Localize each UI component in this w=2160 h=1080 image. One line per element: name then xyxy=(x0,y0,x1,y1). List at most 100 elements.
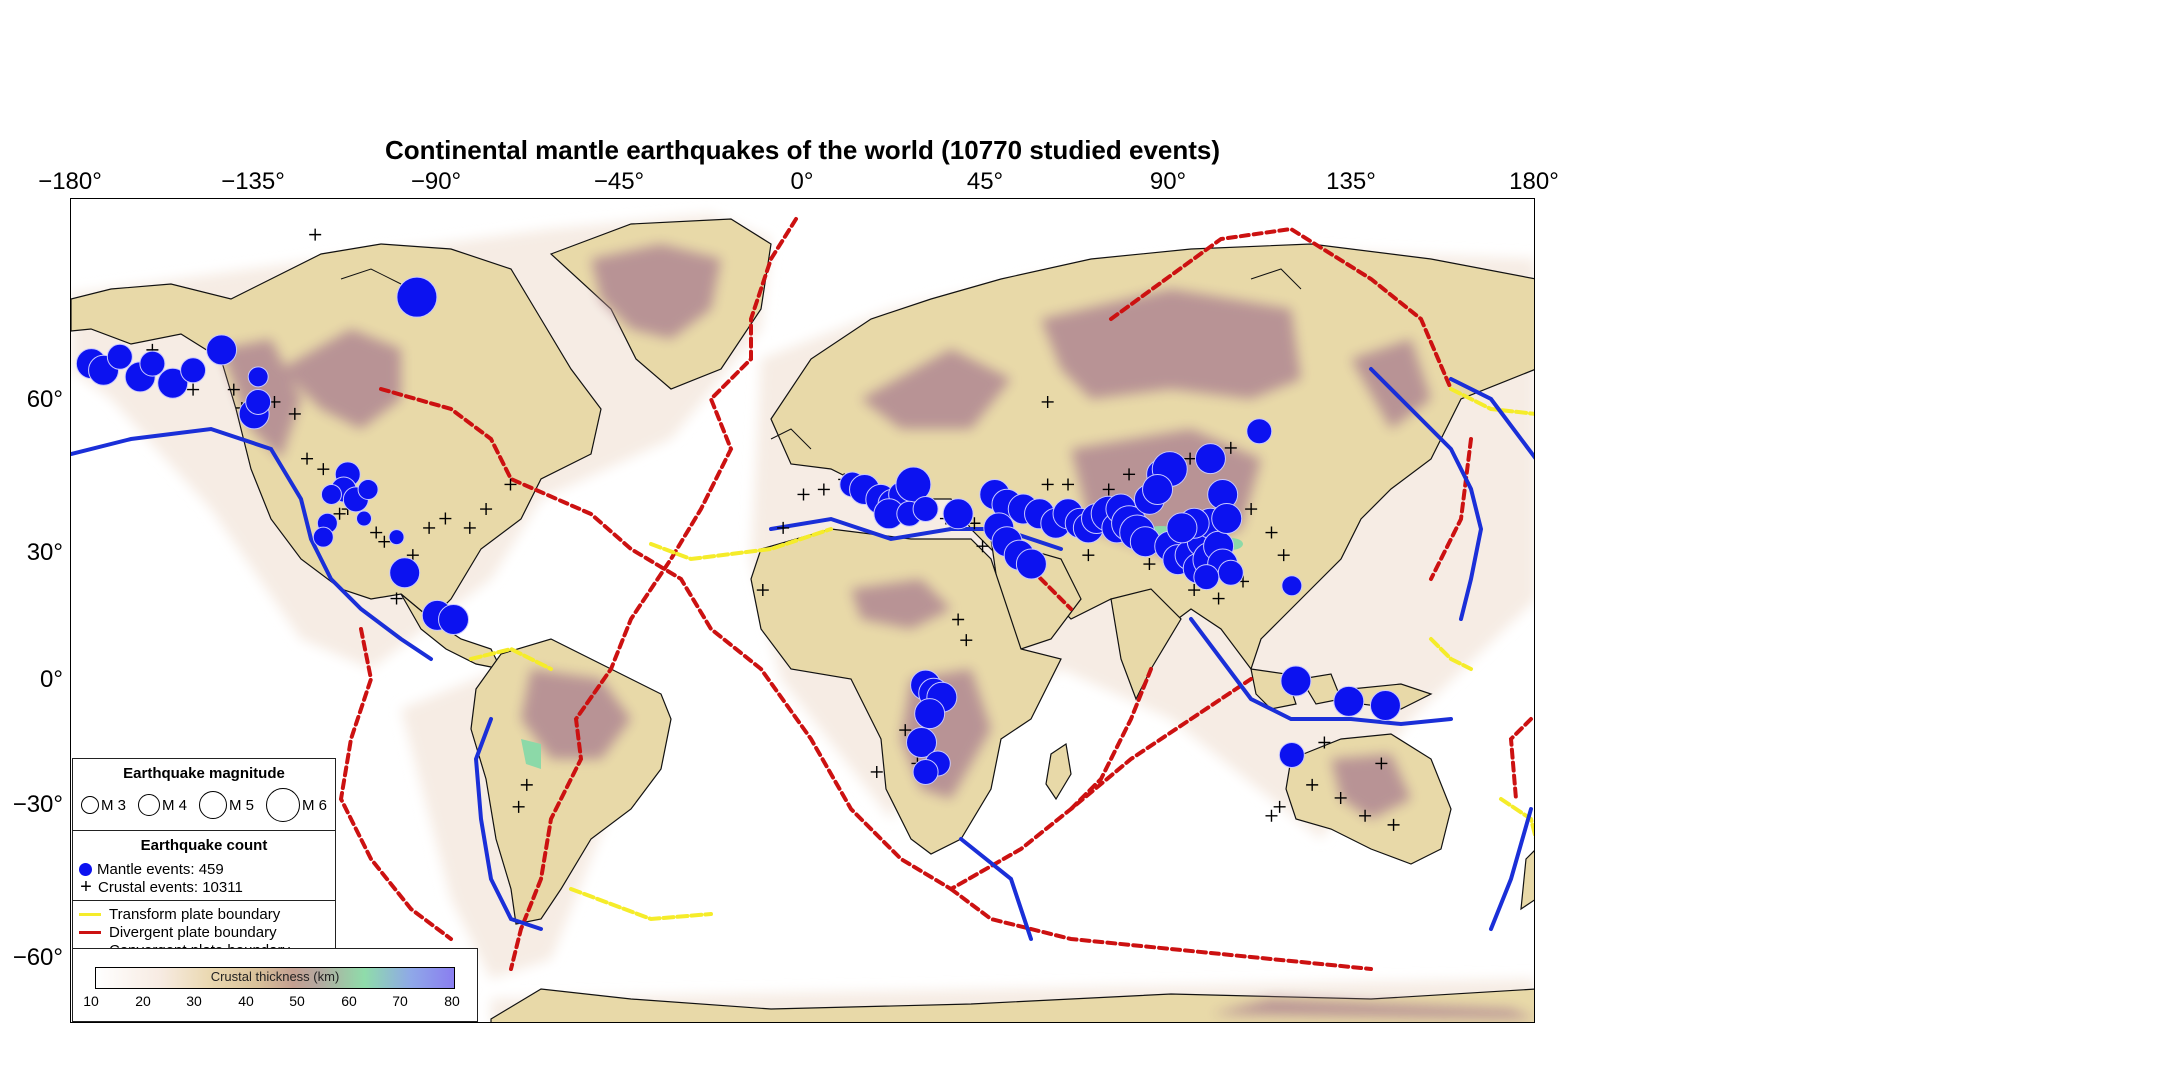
crustal-event-marker xyxy=(378,535,391,548)
lon-tick-label: 45° xyxy=(966,168,1004,195)
colorbar-tick: 50 xyxy=(289,993,305,1009)
crustal-event-marker xyxy=(952,613,965,626)
mantle-event-marker[interactable] xyxy=(157,367,189,399)
mantle-event-marker[interactable] xyxy=(1142,473,1174,505)
crustal-event-marker xyxy=(288,407,301,420)
crustal-event-marker xyxy=(1387,818,1400,831)
mantle-event-marker[interactable] xyxy=(312,526,334,548)
world-map xyxy=(71,214,1534,1022)
m4-circle-icon xyxy=(137,794,160,816)
plate-boundaries xyxy=(71,217,1534,971)
mantle-event-marker[interactable] xyxy=(912,758,939,785)
crustal-event-marker xyxy=(756,584,769,597)
lat-tick-label: 30° xyxy=(26,539,63,566)
mantle-event-marker[interactable] xyxy=(139,350,166,377)
mantle-event-marker[interactable] xyxy=(942,498,974,530)
crustal-event-marker xyxy=(1041,478,1054,491)
mantle-event-marker[interactable] xyxy=(912,496,939,523)
magnitude-legend: Earthquake magnitude M 3 M 4 M 5 M 6 xyxy=(73,759,335,831)
crustal-event-marker xyxy=(1265,526,1278,539)
colorbar-tick: 40 xyxy=(238,993,254,1009)
mantle-event-marker[interactable] xyxy=(106,343,133,370)
crustal-event-marker xyxy=(333,507,346,520)
crustal-event-marker xyxy=(301,452,314,465)
colorbar-panel: Crustal thickness (km) 10 20 30 40 50 60… xyxy=(72,948,478,1022)
transform-line-icon xyxy=(79,912,101,916)
lon-tick-label: −180° xyxy=(38,168,102,195)
crustal-event-marker xyxy=(504,478,517,491)
lat-tick-label: −60° xyxy=(12,944,63,971)
mantle-event-marker[interactable] xyxy=(180,357,207,384)
transform-boundaries xyxy=(469,387,1534,922)
mantle-event-marker[interactable] xyxy=(1333,685,1365,717)
mantle-event-marker[interactable] xyxy=(1211,503,1243,535)
mantle-event-marker[interactable] xyxy=(247,366,269,388)
mantle-event-marker[interactable] xyxy=(357,478,379,500)
transform-label: Transform plate boundary xyxy=(109,905,281,923)
magnitude-legend-title: Earthquake magnitude xyxy=(123,765,285,782)
crustal-event-marker xyxy=(960,634,973,647)
crustal-event-marker xyxy=(1123,468,1136,481)
count-legend-title: Earthquake count xyxy=(140,837,268,854)
crustal-event-marker xyxy=(1062,478,1075,491)
crustal-event-marker xyxy=(1334,791,1347,804)
mantle-event-marker[interactable] xyxy=(320,483,342,505)
colorbar-title: Crustal thickness (km) xyxy=(210,969,340,984)
colorbar-tick: 80 xyxy=(444,993,460,1009)
magnitude-label: M 3 xyxy=(101,796,127,814)
crustal-event-marker xyxy=(309,228,322,241)
crustal-event-marker xyxy=(899,724,912,737)
mantle-event-marker[interactable] xyxy=(1194,443,1226,475)
crustal-event-marker xyxy=(1082,549,1095,562)
mantle-event-marker[interactable] xyxy=(438,604,470,636)
crustal-event-marker xyxy=(1224,441,1237,454)
lat-tick-label: 0° xyxy=(40,666,63,693)
crustal-event-marker xyxy=(480,503,493,516)
crustal-event-marker xyxy=(1277,549,1290,562)
crustal-event-marker xyxy=(1306,778,1319,791)
mantle-event-marker[interactable] xyxy=(206,334,238,366)
mantle-events-layer xyxy=(75,276,1401,785)
lon-tick-label: 90° xyxy=(1149,168,1187,195)
crustal-event-marker xyxy=(1273,800,1286,813)
crustal-event-marker xyxy=(227,383,240,396)
divergent-label: Divergent plate boundary xyxy=(109,923,277,941)
crustal-event-marker xyxy=(1359,809,1372,822)
mantle-event-marker[interactable] xyxy=(1280,665,1312,697)
lat-tick-label: 60° xyxy=(26,386,63,413)
crustal-event-marker xyxy=(1184,452,1197,465)
crustal-event-marker xyxy=(1265,809,1278,822)
crustal-event-marker xyxy=(317,463,330,476)
mantle-event-marker[interactable] xyxy=(1015,548,1047,580)
colorbar-tick: 70 xyxy=(392,993,408,1009)
crustal-event-marker xyxy=(512,800,525,813)
mantle-event-marker[interactable] xyxy=(1193,564,1220,591)
map-panel[interactable] xyxy=(70,198,1535,1023)
mantle-event-marker[interactable] xyxy=(1278,742,1305,769)
colorbar-tick: 10 xyxy=(83,993,99,1009)
mantle-dot-icon xyxy=(79,862,92,876)
magnitude-label: M 4 xyxy=(161,796,187,814)
colorbar-tick: 20 xyxy=(135,993,151,1009)
crustal-event-marker xyxy=(1143,558,1156,571)
mantle-event-marker[interactable] xyxy=(388,529,405,546)
mantle-event-marker[interactable] xyxy=(389,557,421,589)
mantle-event-marker[interactable] xyxy=(1369,689,1401,721)
mantle-event-marker[interactable] xyxy=(245,388,272,415)
mantle-event-marker[interactable] xyxy=(1281,575,1303,597)
mantle-event-marker[interactable] xyxy=(1246,418,1273,445)
mantle-event-marker[interactable] xyxy=(396,276,438,318)
mantle-event-marker[interactable] xyxy=(914,698,946,730)
colorbar: Crustal thickness (km) xyxy=(95,967,455,989)
mantle-event-marker[interactable] xyxy=(1166,512,1198,544)
colorbar-tick: 60 xyxy=(341,993,357,1009)
crustal-event-marker xyxy=(817,483,830,496)
lon-tick-label: −135° xyxy=(221,168,285,195)
colorbar-tick: 30 xyxy=(186,993,202,1009)
mantle-event-marker[interactable] xyxy=(906,726,938,758)
divergent-boundaries xyxy=(338,217,1533,971)
lat-tick-label: −30° xyxy=(12,791,63,818)
mantle-event-marker[interactable] xyxy=(1217,559,1244,586)
mantle-event-marker[interactable] xyxy=(356,510,372,527)
